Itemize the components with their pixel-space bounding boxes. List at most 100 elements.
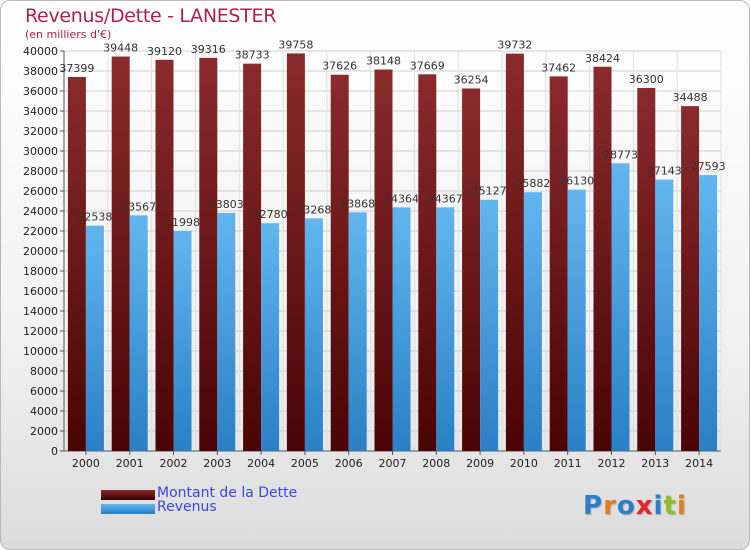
x-tick-label: 2005 [291, 457, 319, 470]
axes: 0 2000 4000 6000 8000 10000 12000 14000 16000 180… [23, 45, 721, 470]
x-tick-label: 2011 [554, 457, 582, 470]
bar-revenue [85, 225, 104, 451]
y-tick-label: 22000 [23, 225, 58, 238]
x-tick-label: 2013 [641, 457, 669, 470]
y-tick-label: 26000 [23, 185, 58, 198]
bar-debt [549, 76, 568, 451]
data-label-revenue: 21998 [165, 216, 200, 229]
data-label-revenue: 26130 [559, 175, 594, 188]
data-label-debt: 38148 [366, 55, 401, 68]
data-label-revenue: 27143 [647, 165, 682, 178]
data-label-debt: 39120 [147, 45, 182, 58]
x-tick-label: 2006 [335, 457, 363, 470]
x-tick-label: 2000 [72, 457, 100, 470]
data-label-debt: 37669 [410, 59, 445, 72]
bar-revenue [217, 212, 236, 451]
data-label-revenue: 25882 [515, 177, 550, 190]
bar-debt [374, 69, 393, 452]
data-label-debt: 36300 [629, 73, 664, 86]
y-tick-label: 8000 [30, 365, 58, 378]
x-tick-label: 2007 [379, 457, 407, 470]
bar-revenue [348, 212, 367, 451]
logo-letter: o [616, 491, 636, 521]
y-tick-label: 32000 [23, 125, 58, 138]
bars [67, 53, 718, 452]
bar-revenue [173, 231, 192, 451]
data-label-debt: 36254 [454, 73, 489, 86]
y-tick-label: 40000 [23, 45, 58, 58]
bar-debt [330, 74, 349, 452]
x-tick-label: 2003 [203, 457, 231, 470]
data-label-revenue: 23803 [209, 198, 244, 211]
y-tick-label: 18000 [23, 265, 58, 278]
bar-revenue [392, 207, 411, 451]
data-label-debt: 39448 [103, 42, 138, 55]
y-tick-label: 12000 [23, 325, 58, 338]
data-label-revenue: 25127 [472, 185, 507, 198]
x-tick-label: 2008 [422, 457, 450, 470]
y-tick-label: 0 [51, 445, 58, 458]
data-label-debt: 39758 [278, 38, 313, 51]
logo-letter: P [583, 491, 604, 521]
bar-revenue [567, 189, 586, 451]
bar-debt [155, 59, 174, 452]
bar-debt [681, 106, 700, 452]
y-tick-label: 20000 [23, 245, 58, 258]
legend-label-debt: Montant de la Dette [157, 485, 298, 501]
y-tick-label: 6000 [30, 385, 58, 398]
bar-debt [505, 53, 524, 452]
data-labels: 37399 22538 39448 23567 39120 21998 39316 23803… [59, 38, 725, 229]
bar-debt [637, 88, 656, 451]
bar-revenue [523, 192, 542, 451]
y-tick-label: 28000 [23, 165, 58, 178]
data-label-revenue: 22538 [77, 211, 112, 224]
data-label-revenue: 22780 [253, 208, 288, 221]
x-tick-label: 2004 [247, 457, 275, 470]
bar-revenue [699, 175, 718, 451]
bar-debt [111, 56, 130, 452]
x-tick-label: 2012 [598, 457, 626, 470]
logo-letter: t [663, 491, 677, 521]
data-label-debt: 37626 [322, 60, 357, 73]
bar-revenue [129, 215, 148, 451]
x-tick-label: 2002 [160, 457, 188, 470]
y-tick-label: 10000 [23, 345, 58, 358]
bar-revenue [480, 199, 499, 451]
data-label-debt: 38733 [235, 49, 270, 62]
bar-debt [199, 57, 218, 452]
data-label-revenue: 24367 [428, 192, 463, 205]
y-tick-label: 36000 [23, 85, 58, 98]
logo-letter: i [653, 491, 664, 521]
bar-revenue [611, 163, 630, 451]
y-tick-label: 16000 [23, 285, 58, 298]
data-label-debt: 38424 [585, 52, 620, 65]
legend-swatch-debt [101, 490, 155, 500]
bar-debt [462, 88, 481, 452]
data-label-revenue: 24364 [384, 192, 419, 205]
bar-debt [418, 74, 437, 451]
data-label-debt: 39316 [191, 43, 226, 56]
y-tick-label: 34000 [23, 105, 58, 118]
x-tick-label: 2010 [510, 457, 538, 470]
data-label-debt: 37462 [541, 61, 576, 74]
y-tick-label: 38000 [23, 65, 58, 78]
x-tick-label: 2001 [116, 457, 144, 470]
y-tick-label: 14000 [23, 305, 58, 318]
logo-letter: i [676, 491, 687, 521]
data-label-revenue: 23567 [121, 200, 156, 213]
y-tick-label: 24000 [23, 205, 58, 218]
data-label-revenue: 27593 [691, 160, 726, 173]
bar-revenue [655, 179, 674, 451]
data-label-debt: 39732 [497, 39, 532, 52]
data-label-debt: 37399 [59, 62, 94, 75]
data-label-debt: 34488 [673, 91, 708, 104]
bar-debt [286, 53, 305, 452]
data-label-revenue: 23268 [296, 203, 331, 216]
bar-revenue [304, 218, 323, 451]
x-tick-label: 2009 [466, 457, 494, 470]
bar-debt [593, 66, 612, 451]
bar-revenue [261, 223, 280, 451]
legend-swatch-revenue [101, 504, 155, 514]
